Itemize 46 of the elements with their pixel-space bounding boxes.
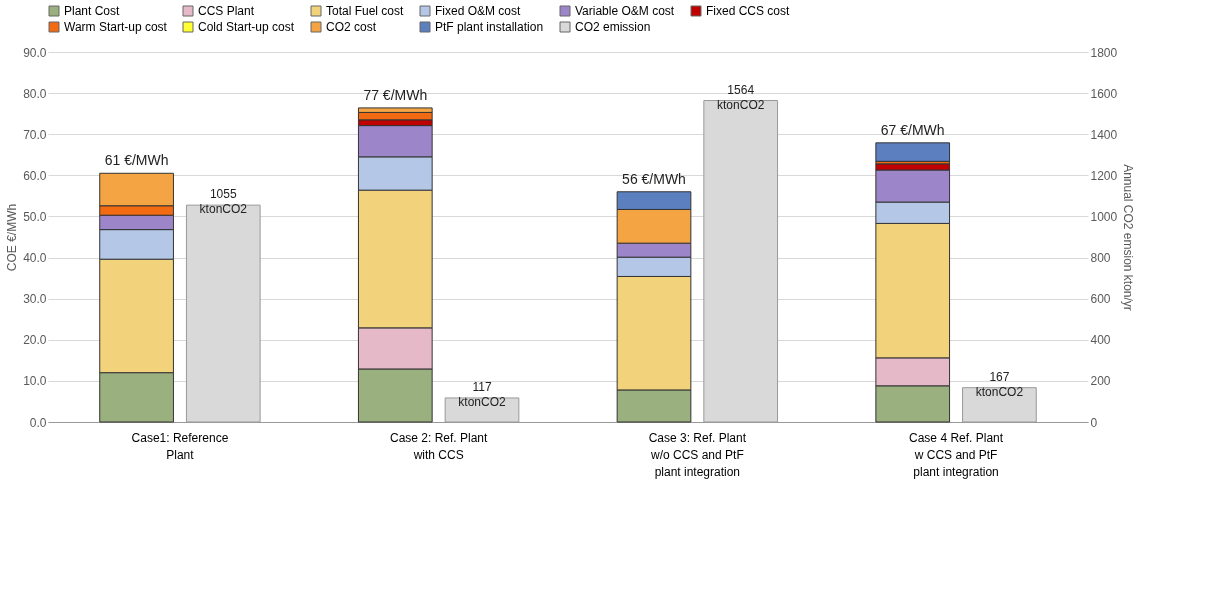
legend-label: Warm Start-up cost: [64, 20, 168, 34]
y-tick-label: 40.0: [23, 251, 47, 266]
legend-label: Total Fuel cost: [326, 4, 405, 18]
x-tick-label: Case 3: Ref. Plant w/o CCS and PtF plant integration: [648, 430, 747, 479]
y2-axis-title: Annual CO2 emsion kton/yr: [1121, 164, 1136, 311]
y-tick-label: 10.0: [23, 374, 47, 389]
legend-label: CO2 emission: [575, 20, 651, 34]
y-tick-label: 50.0: [23, 209, 47, 224]
bar: [875, 142, 951, 162]
y2-tick-label: 1200: [1090, 168, 1118, 183]
y-axis-title: COE €/MWh: [5, 203, 20, 272]
legend-label: CCS Plant: [198, 4, 255, 18]
y-tick-label: 90.0: [23, 45, 47, 60]
legend-label: Plant Cost: [64, 4, 121, 18]
y2-tick-label: 400: [1090, 333, 1111, 348]
legend-label: Fixed CCS cost: [706, 4, 791, 18]
y2-tick-label: 800: [1090, 251, 1111, 266]
y2-tick-label: 1000: [1090, 209, 1118, 224]
legend-label: Cold Start-up cost: [198, 20, 295, 34]
x-tick-label: Case 4 Ref. Plant w CCS and PtF plant integration: [909, 430, 1004, 479]
legend-label: Variable O&M cost: [575, 4, 675, 18]
total-label: 77 €/MWh: [363, 86, 428, 103]
total-label: 56 €/MWh: [622, 170, 686, 187]
total-label: 67 €/MWh: [880, 121, 945, 138]
y-tick-label: 80.0: [23, 86, 47, 101]
data-label: 1564 ktonCO2: [717, 82, 765, 112]
legend-label: Fixed O&M cost: [435, 4, 522, 18]
y-tick-label: 0.0: [29, 415, 47, 430]
y2-tick-label: 1800: [1090, 45, 1118, 60]
total-label: 61 €/MWh: [104, 152, 169, 169]
y-tick-label: 60.0: [23, 168, 47, 183]
y2-tick-label: 0: [1090, 415, 1098, 430]
y-tick-label: 20.0: [23, 333, 47, 348]
legend-label: PtF plant installation: [435, 20, 544, 34]
y2-tick-label: 600: [1090, 292, 1111, 307]
data-label: 1055 ktonCO2: [199, 187, 248, 217]
data-label: 167 ktonCO2: [975, 369, 1024, 399]
x-tick-label: Case 2: Ref. Plant with CCS: [389, 430, 488, 462]
y2-tick-label: 1600: [1090, 86, 1118, 101]
y2-tick-label: 200: [1090, 374, 1111, 389]
data-label: 117 ktonCO2: [458, 379, 506, 409]
x-tick-label: Case1: Reference Plant: [131, 430, 229, 462]
y-tick-label: 30.0: [23, 292, 47, 307]
y2-tick-label: 1400: [1090, 127, 1118, 142]
legend-label: CO2 cost: [326, 20, 377, 34]
y-tick-label: 70.0: [23, 127, 47, 142]
